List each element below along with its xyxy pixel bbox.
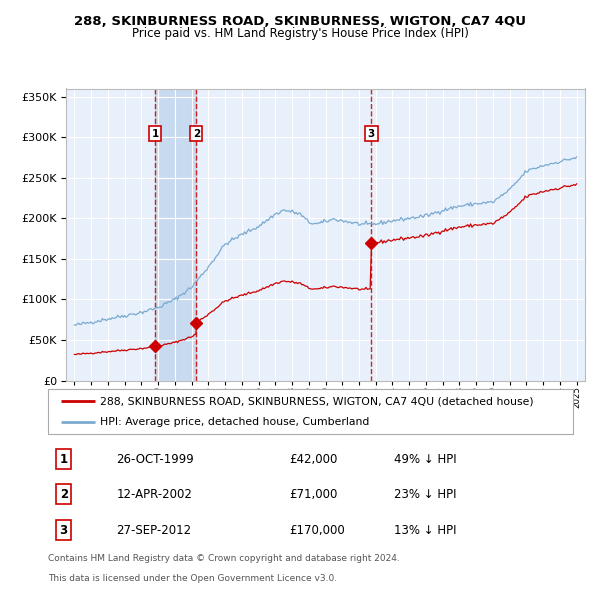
Text: 23% ↓ HPI: 23% ↓ HPI xyxy=(395,487,457,501)
Text: 27-SEP-2012: 27-SEP-2012 xyxy=(116,524,191,537)
Text: 13% ↓ HPI: 13% ↓ HPI xyxy=(395,524,457,537)
Text: £71,000: £71,000 xyxy=(290,487,338,501)
Text: 3: 3 xyxy=(59,524,68,537)
Text: HPI: Average price, detached house, Cumberland: HPI: Average price, detached house, Cumb… xyxy=(101,417,370,427)
Text: 288, SKINBURNESS ROAD, SKINBURNESS, WIGTON, CA7 4QU (detached house): 288, SKINBURNESS ROAD, SKINBURNESS, WIGT… xyxy=(101,396,534,407)
Text: £170,000: £170,000 xyxy=(290,524,345,537)
Text: Price paid vs. HM Land Registry's House Price Index (HPI): Price paid vs. HM Land Registry's House … xyxy=(131,27,469,40)
Text: 2: 2 xyxy=(59,487,68,501)
Text: 2: 2 xyxy=(193,129,200,139)
Text: Contains HM Land Registry data © Crown copyright and database right 2024.: Contains HM Land Registry data © Crown c… xyxy=(48,555,400,563)
Text: This data is licensed under the Open Government Licence v3.0.: This data is licensed under the Open Gov… xyxy=(48,573,337,583)
Text: 3: 3 xyxy=(368,129,375,139)
Text: 288, SKINBURNESS ROAD, SKINBURNESS, WIGTON, CA7 4QU: 288, SKINBURNESS ROAD, SKINBURNESS, WIGT… xyxy=(74,15,526,28)
Text: 1: 1 xyxy=(151,129,158,139)
Text: 49% ↓ HPI: 49% ↓ HPI xyxy=(395,453,457,466)
Text: £42,000: £42,000 xyxy=(290,453,338,466)
Text: 26-OCT-1999: 26-OCT-1999 xyxy=(116,453,194,466)
Text: 1: 1 xyxy=(59,453,68,466)
Text: 12-APR-2002: 12-APR-2002 xyxy=(116,487,192,501)
Bar xyxy=(155,88,196,381)
